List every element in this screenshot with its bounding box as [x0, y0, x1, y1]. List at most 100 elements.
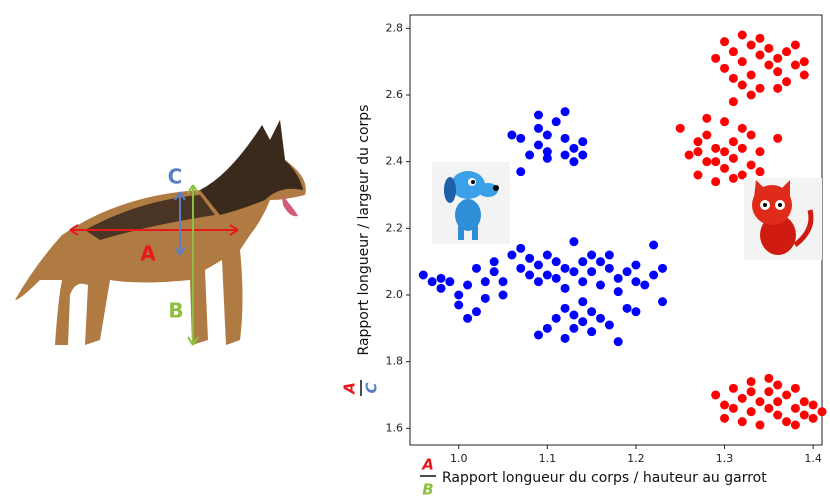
point	[747, 161, 756, 170]
point	[782, 417, 791, 426]
point	[552, 117, 561, 126]
point	[809, 401, 818, 410]
point	[791, 61, 800, 70]
point	[711, 54, 720, 63]
point	[534, 331, 543, 340]
point	[729, 174, 738, 183]
point	[800, 57, 809, 66]
point	[614, 287, 623, 296]
point	[578, 137, 587, 146]
point	[702, 131, 711, 140]
point	[534, 111, 543, 120]
point	[516, 244, 525, 253]
point	[569, 144, 578, 153]
point	[578, 277, 587, 286]
point	[516, 264, 525, 273]
point	[711, 157, 720, 166]
point	[747, 41, 756, 50]
point	[782, 47, 791, 56]
cartoon-cat	[744, 178, 822, 260]
label-b: B	[168, 299, 183, 323]
point	[419, 271, 428, 280]
cartoon-dog	[432, 162, 510, 244]
point	[729, 384, 738, 393]
point	[552, 257, 561, 266]
point	[764, 404, 773, 413]
point	[428, 277, 437, 286]
point	[472, 307, 481, 316]
point	[818, 407, 827, 416]
point	[755, 51, 764, 60]
point	[623, 304, 632, 313]
point	[720, 147, 729, 156]
point	[738, 394, 747, 403]
point	[507, 251, 516, 260]
point	[693, 171, 702, 180]
point	[543, 271, 552, 280]
point	[596, 281, 605, 290]
y-tick-label: 2.8	[386, 21, 404, 34]
point	[437, 284, 446, 293]
point	[720, 117, 729, 126]
point	[543, 251, 552, 260]
point	[791, 421, 800, 430]
point	[658, 264, 667, 273]
point	[764, 387, 773, 396]
x-tick-label: 1.4	[804, 452, 822, 465]
point	[543, 131, 552, 140]
y-tick-label: 2.4	[386, 155, 404, 168]
point	[711, 144, 720, 153]
x-fraction-denominator: B	[422, 481, 433, 499]
point	[543, 154, 552, 163]
point	[747, 91, 756, 100]
point	[729, 74, 738, 83]
point	[755, 34, 764, 43]
x-tick-label: 1.3	[716, 452, 734, 465]
point	[764, 374, 773, 383]
point	[605, 321, 614, 330]
point	[472, 264, 481, 273]
point	[534, 141, 543, 150]
point	[499, 277, 508, 286]
point	[676, 124, 685, 133]
point	[738, 144, 747, 153]
label-c: C	[168, 165, 183, 189]
point	[463, 281, 472, 290]
y-tick-label: 2.6	[386, 88, 404, 101]
point	[561, 284, 570, 293]
point	[755, 167, 764, 176]
point	[525, 271, 534, 280]
y-tick-label: 1.8	[386, 355, 404, 368]
point	[605, 264, 614, 273]
point	[755, 397, 764, 406]
point	[525, 151, 534, 160]
point	[578, 257, 587, 266]
point	[782, 77, 791, 86]
point	[773, 54, 782, 63]
point	[552, 314, 561, 323]
dog-photo	[15, 120, 306, 345]
point	[561, 334, 570, 343]
point	[764, 44, 773, 53]
point	[800, 71, 809, 80]
point	[747, 377, 756, 386]
point	[640, 281, 649, 290]
point	[738, 417, 747, 426]
point	[454, 301, 463, 310]
x-tick-label: 1.1	[539, 452, 557, 465]
point	[525, 254, 534, 263]
y-tick-label: 1.6	[386, 421, 404, 434]
point	[693, 147, 702, 156]
point	[729, 137, 738, 146]
point	[490, 267, 499, 276]
point	[454, 291, 463, 300]
point	[782, 391, 791, 400]
point	[729, 154, 738, 163]
point	[738, 31, 747, 40]
point	[800, 397, 809, 406]
point	[809, 414, 818, 423]
point	[791, 404, 800, 413]
x-axis-label: Rapport longueur du corps / hauteur au g…	[442, 470, 767, 486]
point	[552, 274, 561, 283]
point	[720, 64, 729, 73]
